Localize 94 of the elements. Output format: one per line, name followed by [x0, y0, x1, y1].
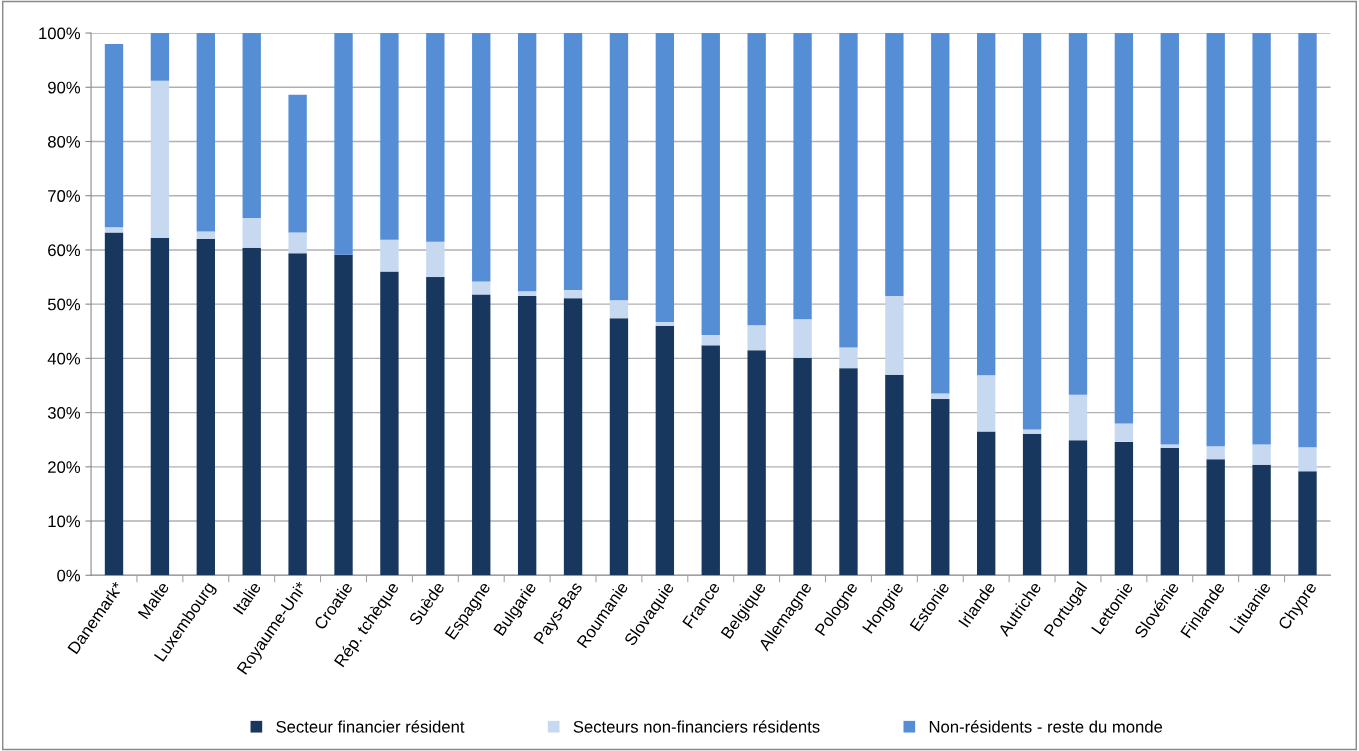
bar: [563, 290, 583, 299]
y-tick-label: 0%: [57, 569, 81, 582]
bar: [150, 238, 170, 576]
bar: [1068, 394, 1088, 441]
bar: [196, 33, 215, 232]
y-tick-label: 20%: [48, 461, 81, 474]
bar: [885, 33, 904, 297]
bar: [655, 322, 675, 326]
bar: [977, 375, 996, 432]
bar: [1298, 447, 1317, 472]
bar: [150, 80, 170, 238]
y-tick-label: 90%: [48, 81, 81, 94]
y-tick-label: 60%: [48, 244, 81, 257]
legend-label: Secteurs non-financiers résidents: [573, 720, 820, 733]
bar: [839, 368, 858, 576]
bar: [793, 33, 812, 320]
bar: [150, 33, 170, 81]
bar: [1206, 446, 1225, 460]
bar: [1068, 440, 1088, 576]
bar: [1022, 429, 1042, 434]
bar: [931, 399, 950, 576]
legend-label: Secteur financier résident: [276, 720, 465, 733]
bar: [701, 33, 720, 336]
bar: [1252, 444, 1271, 465]
bar: [609, 318, 629, 576]
bar: [517, 296, 537, 576]
bar: [334, 33, 353, 255]
bar: [1022, 33, 1042, 430]
bar: [517, 291, 537, 297]
bar: [288, 94, 307, 233]
bar: [1114, 33, 1134, 424]
bar: [104, 232, 124, 576]
bar: [288, 253, 307, 576]
legend-label: Non-résidents - reste du monde: [929, 720, 1163, 733]
bar: [242, 33, 261, 218]
bar: [563, 33, 583, 291]
bar: [426, 277, 445, 576]
bar: [747, 33, 766, 326]
bar: [1298, 471, 1317, 576]
y-tick-label: 10%: [48, 515, 81, 528]
bar: [839, 347, 858, 369]
bar: [793, 319, 812, 358]
bar: [1252, 33, 1271, 445]
bar: [288, 232, 307, 254]
bar: [747, 325, 766, 351]
bar: [977, 431, 996, 576]
bar: [931, 393, 950, 400]
bar: [977, 33, 996, 376]
bar: [747, 350, 766, 576]
bar: [517, 33, 537, 292]
y-tick-label: 50%: [47, 298, 81, 311]
bar: [839, 33, 858, 348]
bar: [1160, 444, 1179, 448]
y-tick-label: 100%: [39, 27, 81, 40]
bar: [1114, 441, 1134, 576]
bar: [609, 300, 629, 319]
bar: [472, 33, 491, 282]
bar: [1206, 33, 1225, 447]
bar: [655, 33, 675, 323]
bar: [104, 43, 124, 228]
bar: [472, 281, 491, 295]
bar: [1252, 464, 1271, 576]
bar: [1068, 33, 1088, 395]
bar: [472, 294, 491, 576]
bar: [380, 239, 399, 272]
bar: [701, 335, 720, 346]
bar: [196, 239, 215, 576]
bar: [242, 247, 261, 576]
bar: [655, 325, 675, 576]
bar: [885, 374, 904, 576]
bar: [1160, 33, 1179, 445]
bar: [1114, 423, 1134, 442]
bar: [334, 254, 353, 576]
bar: [793, 357, 812, 576]
bar: [380, 271, 399, 576]
bar: [242, 217, 261, 248]
bar: [563, 298, 583, 576]
bar: [380, 33, 399, 240]
bar: [1160, 447, 1179, 576]
bar: [1298, 33, 1317, 448]
bar: [931, 33, 950, 394]
bar: [609, 33, 629, 301]
y-tick-label: 80%: [48, 135, 81, 148]
bar: [701, 345, 720, 576]
bar: [104, 227, 124, 233]
bar: [426, 33, 445, 242]
y-tick-label: 40%: [47, 352, 81, 365]
bar: [196, 231, 215, 240]
bar: [885, 296, 904, 375]
y-tick-label: 70%: [48, 190, 81, 202]
y-tick-label: 30%: [47, 407, 81, 419]
bar: [1022, 433, 1042, 576]
bar: [426, 241, 445, 278]
bar: [1206, 459, 1225, 576]
